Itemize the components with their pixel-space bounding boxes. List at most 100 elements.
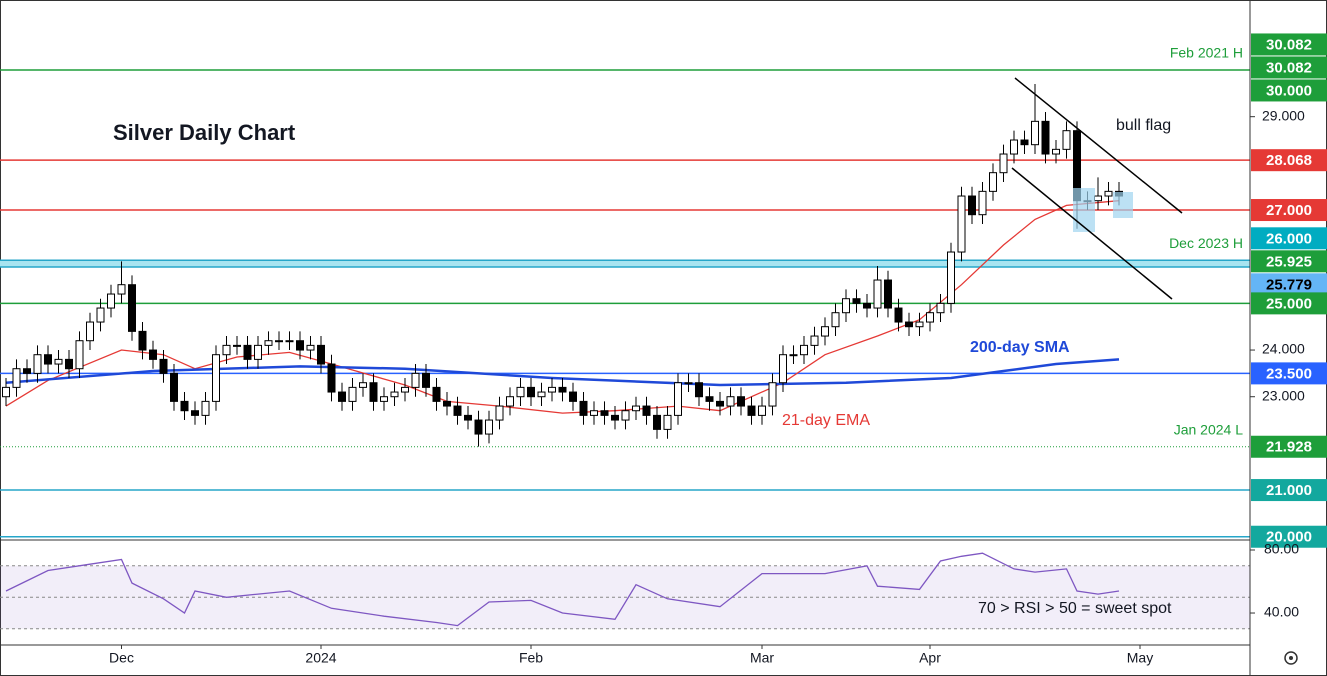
candle-body: [1031, 120, 1039, 146]
candle-body: [380, 396, 388, 402]
x-tick-label: Mar: [750, 650, 774, 666]
candle-body: [86, 321, 94, 342]
candle-body: [149, 349, 157, 360]
candle-body: [737, 396, 745, 407]
candle-body: [369, 382, 378, 402]
candle-body: [1041, 120, 1050, 155]
candle-body: [821, 326, 829, 337]
zone: [0, 260, 1250, 268]
background-layer: [0, 69, 1250, 630]
candle-body: [621, 410, 630, 421]
candle-body: [537, 391, 546, 398]
candle-body: [1104, 190, 1113, 197]
price-tag: [1251, 199, 1327, 222]
x-tick-label: 2024: [305, 650, 336, 666]
candle-body: [863, 302, 871, 309]
candle-body: [768, 382, 777, 407]
candle-body: [884, 279, 892, 309]
candle-body: [548, 386, 556, 393]
candle-body: [359, 382, 367, 388]
candle-body: [758, 405, 766, 416]
price-tag: [1251, 250, 1327, 273]
candle-body: [390, 391, 399, 398]
gear-center[interactable]: [1289, 656, 1293, 660]
price-tag-label: 25.000: [1266, 295, 1312, 312]
candle-body: [1062, 130, 1071, 150]
candle-body: [23, 368, 31, 374]
price-tag-label: 21.928: [1266, 439, 1312, 456]
candle-body: [674, 382, 682, 416]
candle-body: [926, 312, 934, 323]
price-tag: [1251, 79, 1327, 102]
price-tag-label: 26.000: [1266, 230, 1312, 247]
candle-body: [716, 400, 724, 407]
candle-body: [506, 396, 514, 407]
price-tag-label: 30.082: [1266, 36, 1312, 53]
candle-body: [306, 344, 315, 351]
settings-icon[interactable]: [1284, 651, 1298, 665]
candle-body: [33, 354, 42, 374]
y-tick-label: 23.000: [1262, 387, 1305, 403]
candle-body: [905, 321, 913, 328]
candle-body: [296, 340, 304, 351]
candle-body: [138, 330, 147, 351]
price-tag-label: 28.068: [1266, 152, 1312, 169]
candle-body: [611, 414, 619, 421]
gear[interactable]: [1284, 651, 1298, 665]
candle-body: [107, 293, 115, 309]
price-tag: [1251, 273, 1327, 296]
flag-drawing: [1011, 77, 1183, 300]
price-tag: [1251, 525, 1327, 548]
candle-body: [978, 190, 987, 216]
price-tag: [1251, 227, 1327, 250]
candle-body: [516, 386, 525, 398]
candle-body: [12, 368, 21, 388]
candle-body: [128, 284, 136, 332]
price-tag-label: 27.000: [1266, 202, 1312, 219]
candle-body: [422, 372, 430, 388]
candle-body: [485, 419, 493, 435]
candle-body: [159, 358, 168, 374]
candle-body: [243, 344, 252, 360]
candle-body: [338, 391, 346, 402]
candle-body: [1020, 139, 1029, 146]
candle-body: [894, 307, 903, 323]
candle-body: [695, 382, 703, 398]
candle-body: [495, 405, 504, 421]
candle-body: [2, 386, 10, 398]
candle-body: [65, 358, 73, 370]
x-tick-label: Apr: [919, 650, 941, 666]
candle-body: [779, 354, 787, 384]
price-tag: [1251, 292, 1327, 315]
price-tag: [1251, 33, 1327, 56]
candle-body: [653, 414, 661, 430]
candle-body: [432, 386, 441, 402]
candle-body: [170, 372, 178, 402]
candle-body: [75, 340, 84, 370]
level-note: Feb 2021 H: [1170, 45, 1243, 61]
marks-layer: [2, 84, 1123, 627]
candle-body: [590, 410, 598, 416]
flag-upper-line: [1014, 77, 1183, 214]
candle-body: [212, 354, 220, 402]
candle-body: [222, 344, 231, 356]
candle-body: [117, 284, 126, 295]
price-tag-label: 25.925: [1266, 253, 1312, 270]
overlay-label: 200-day SMA: [970, 339, 1070, 356]
candle-body: [936, 302, 945, 314]
rsi-tick-label: 80.00: [1264, 541, 1299, 557]
candle-body: [705, 396, 714, 402]
overlay-label: 21-day EMA: [782, 412, 870, 429]
front-layer: 29.000 24.000 23.000 Feb 2021 H Dec 2023 H Ja…: [109, 33, 1327, 666]
candle-body: [569, 391, 577, 402]
price-tag-label: 25.779: [1266, 276, 1312, 293]
candle-body: [96, 307, 105, 323]
candle-body: [191, 410, 199, 416]
candle-body: [852, 298, 861, 304]
candle-body: [264, 340, 273, 346]
price-tag: [1251, 435, 1327, 458]
candle-body: [915, 321, 924, 328]
candle-body: [254, 344, 262, 360]
